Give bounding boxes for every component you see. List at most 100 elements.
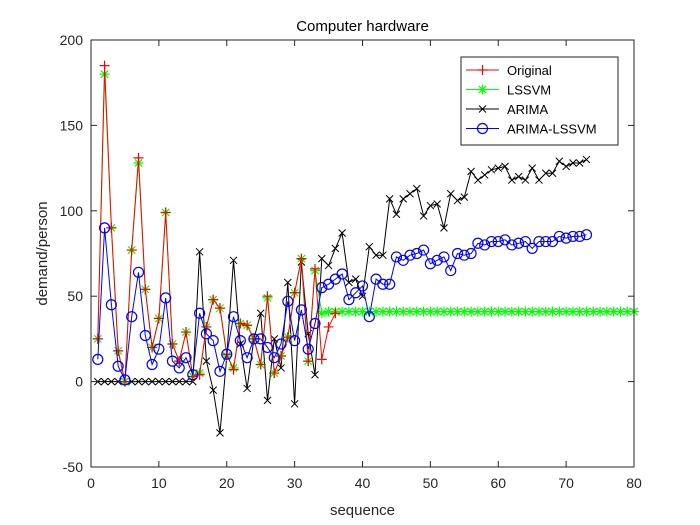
- y-tick-label: 200: [60, 32, 84, 48]
- arima-marker: [365, 242, 374, 251]
- y-tick-label: 150: [60, 117, 84, 133]
- legend-item-lssvm: LSSVM: [466, 83, 551, 98]
- arima-lssvm-marker: [119, 374, 131, 386]
- arima-marker: [385, 194, 394, 203]
- arima-marker: [507, 176, 516, 184]
- arima-lssvm-marker: [451, 247, 464, 260]
- arima-lssvm-marker: [465, 247, 477, 260]
- series-layer: [92, 60, 639, 437]
- arima-marker: [243, 384, 251, 393]
- arima-marker: [202, 357, 211, 365]
- lssvm-marker: [574, 306, 585, 317]
- lssvm-marker: [486, 306, 497, 317]
- original-marker: [309, 263, 320, 274]
- arima-lssvm-marker: [98, 222, 111, 234]
- original-marker: [181, 327, 192, 338]
- lssvm-marker: [391, 306, 402, 317]
- arima-lssvm-marker: [390, 251, 403, 263]
- original-marker: [296, 253, 307, 264]
- original-marker: [99, 60, 110, 71]
- arima-lssvm-marker: [289, 335, 301, 347]
- y-tick-label: -50: [63, 459, 83, 475]
- legend-arima-marker: [478, 105, 487, 113]
- arima-marker: [460, 193, 469, 201]
- arima-marker: [134, 377, 143, 386]
- arima-lssvm-marker: [275, 338, 287, 350]
- original-marker: [126, 245, 137, 256]
- lssvm-marker: [357, 306, 368, 317]
- arima-lssvm-marker: [492, 235, 504, 248]
- original-marker: [160, 207, 171, 218]
- arima-marker: [338, 229, 346, 237]
- chart-title: Computer hardware: [296, 18, 429, 35]
- arima-lssvm-marker: [540, 235, 552, 248]
- legend-item-original: Original: [466, 63, 552, 78]
- x-tick-label: 0: [87, 475, 95, 491]
- arima-lssvm-line: [97, 227, 587, 382]
- original-marker: [289, 287, 300, 298]
- arima-lssvm-marker: [411, 247, 423, 260]
- lssvm-marker: [398, 306, 409, 317]
- arima-marker: [317, 254, 326, 263]
- arima-lssvm-marker: [336, 268, 348, 280]
- x-axis-title: sequence: [330, 502, 395, 519]
- arima-lssvm-marker: [214, 365, 226, 377]
- arima-marker: [372, 251, 380, 260]
- arima-marker: [501, 162, 509, 171]
- lssvm-marker: [337, 306, 348, 317]
- original-marker: [194, 369, 205, 380]
- arima-marker: [494, 164, 503, 172]
- lssvm-marker: [425, 306, 436, 317]
- lssvm-marker: [405, 306, 416, 317]
- arima-lssvm-marker: [227, 311, 240, 323]
- arima-marker: [440, 224, 448, 232]
- arima-marker: [277, 364, 285, 372]
- arima-marker: [419, 212, 428, 220]
- lssvm-marker: [588, 306, 599, 317]
- original-marker: [147, 342, 158, 353]
- arima-lssvm-marker: [560, 232, 572, 244]
- original-line: [97, 65, 336, 382]
- arima-lssvm-marker: [417, 244, 430, 256]
- arima-marker: [392, 210, 401, 219]
- arima-marker: [107, 377, 116, 386]
- arima-lssvm-marker: [268, 352, 280, 364]
- legend-arima-lssvm-marker: [476, 122, 489, 135]
- arima-marker: [521, 176, 530, 184]
- arima-marker: [148, 377, 156, 386]
- arima-lssvm-marker: [438, 251, 450, 263]
- arima-marker: [290, 399, 299, 408]
- original-marker: [201, 321, 212, 332]
- arima-marker: [474, 176, 482, 184]
- original-marker: [133, 152, 144, 163]
- lssvm-marker: [527, 306, 538, 317]
- lssvm-marker: [520, 306, 531, 317]
- lssvm-marker: [533, 306, 544, 317]
- arima-marker: [175, 377, 184, 386]
- arima-marker: [141, 377, 150, 386]
- arima-marker: [406, 189, 414, 198]
- original-marker: [228, 364, 239, 375]
- original-marker: [140, 284, 151, 295]
- arima-lssvm-marker: [533, 235, 545, 248]
- arima-lssvm-marker: [153, 343, 165, 355]
- arima-marker: [256, 309, 265, 318]
- original-marker: [262, 291, 273, 302]
- original-marker: [153, 313, 164, 324]
- arima-marker: [426, 201, 435, 210]
- original-marker: [242, 320, 253, 331]
- lssvm-marker: [445, 306, 456, 317]
- arima-marker: [195, 247, 204, 256]
- x-tick-label: 30: [287, 475, 303, 491]
- arima-lssvm-marker: [207, 335, 219, 347]
- legend-label-original: Original: [507, 63, 552, 78]
- arima-marker: [182, 377, 190, 386]
- lssvm-marker: [323, 306, 334, 317]
- arima-lssvm-marker: [126, 311, 138, 323]
- original-marker: [316, 354, 327, 365]
- arima-lssvm-marker: [221, 348, 233, 360]
- arima-marker: [575, 159, 584, 167]
- x-tick-label: 60: [490, 475, 506, 491]
- legend-label-lssvm: LSSVM: [507, 83, 551, 98]
